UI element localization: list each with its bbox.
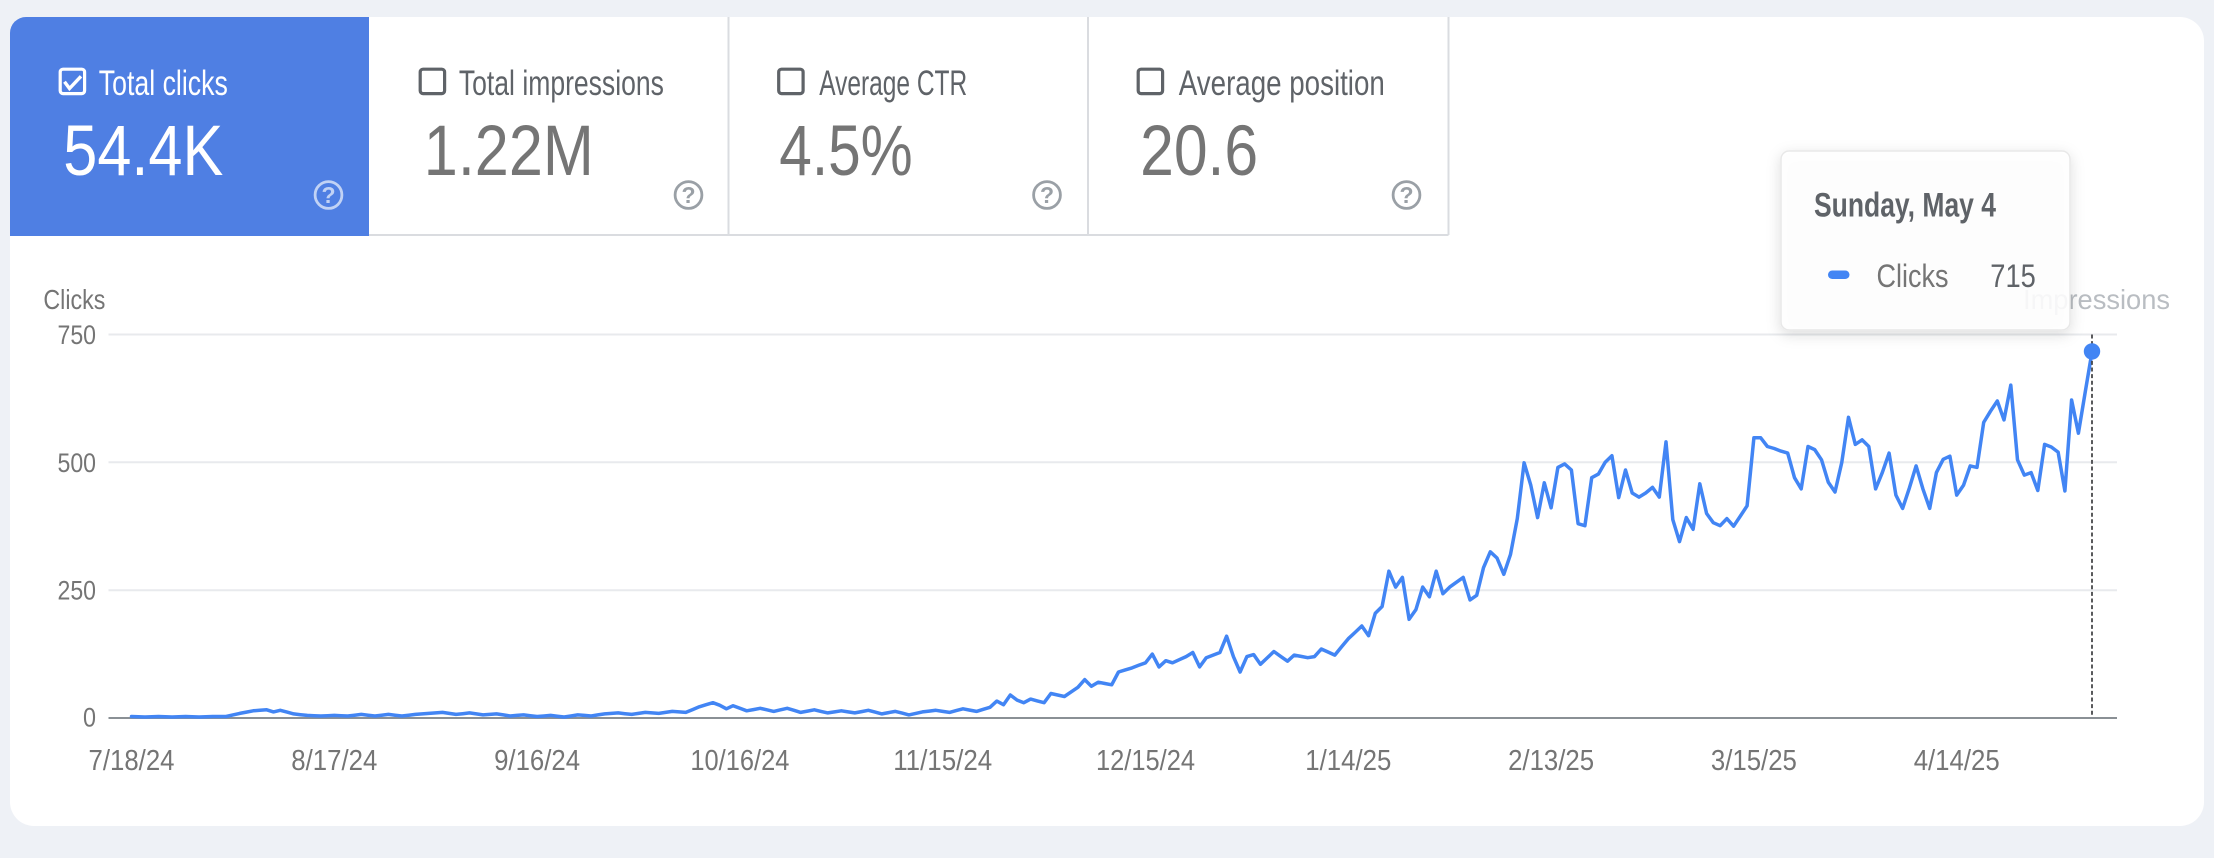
svg-text:Total clicks: Total clicks	[99, 64, 228, 103]
svg-text:?: ?	[681, 182, 695, 208]
svg-text:715: 715	[1990, 258, 2036, 294]
svg-text:8/17/24: 8/17/24	[291, 745, 377, 777]
svg-text:Total impressions: Total impressions	[459, 64, 664, 103]
svg-text:54.4K: 54.4K	[63, 112, 223, 191]
svg-text:Sunday, May 4: Sunday, May 4	[1814, 187, 1996, 225]
svg-text:0: 0	[83, 703, 96, 733]
svg-text:Average position: Average position	[1179, 64, 1385, 103]
svg-text:Average CTR: Average CTR	[819, 64, 967, 103]
svg-text:10/16/24: 10/16/24	[690, 745, 789, 777]
svg-text:?: ?	[1399, 182, 1413, 208]
svg-text:3/15/25: 3/15/25	[1711, 745, 1797, 777]
svg-text:Clicks: Clicks	[43, 284, 105, 315]
svg-text:1.22M: 1.22M	[424, 112, 594, 191]
svg-text:?: ?	[1040, 182, 1054, 208]
svg-text:Clicks: Clicks	[1877, 258, 1949, 294]
svg-text:250: 250	[58, 576, 97, 606]
svg-text:?: ?	[321, 182, 335, 208]
svg-text:9/16/24: 9/16/24	[494, 745, 580, 777]
svg-text:2/13/25: 2/13/25	[1508, 745, 1594, 777]
svg-text:4.5%: 4.5%	[779, 112, 912, 191]
svg-text:20.6: 20.6	[1140, 112, 1258, 191]
svg-text:750: 750	[58, 320, 97, 350]
svg-text:7/18/24: 7/18/24	[89, 745, 175, 777]
svg-text:11/15/24: 11/15/24	[893, 745, 992, 777]
svg-text:1/14/25: 1/14/25	[1305, 745, 1391, 777]
svg-text:12/15/24: 12/15/24	[1096, 745, 1195, 777]
svg-text:4/14/25: 4/14/25	[1914, 745, 2000, 777]
svg-text:500: 500	[58, 448, 97, 478]
